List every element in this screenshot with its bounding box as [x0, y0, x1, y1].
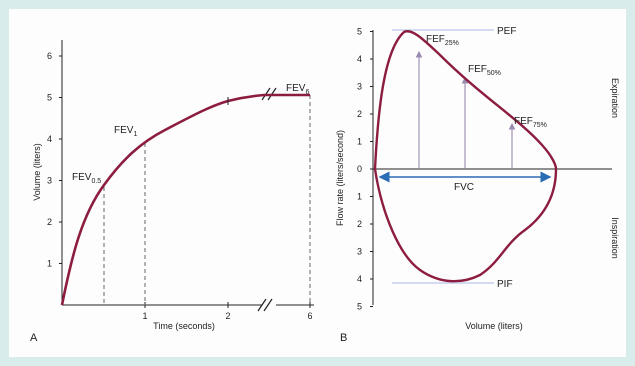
panel-b-y-tick-expiration-label: 1: [357, 137, 362, 147]
panel-b-flow-volume-loop: [373, 30, 558, 283]
panel-b-fvc-label: FVC: [454, 182, 474, 193]
panel-b-pef-label: PEF: [497, 26, 516, 37]
panel-a-x-tick-2: 2: [225, 311, 230, 321]
panel-b-chart: 0 1 2 3 4 5 1 2 3 4 5 PEF PIF FVC FEF25% FEF50% FE…: [335, 26, 620, 344]
panel-b-y-tick-expiration-label: 2: [357, 109, 362, 119]
panel-b-y-tick-inspiration-label: 4: [357, 274, 362, 284]
panel-b-x-label: Volume (liters): [465, 321, 523, 331]
panel-a-y-tick-label: 5: [47, 93, 52, 103]
panel-b-fef25-label: FEF25%: [426, 34, 459, 47]
panel-b-expiration-label: Expiration: [610, 78, 620, 118]
panel-a-x-tick-1: 1: [142, 311, 147, 321]
panel-a-chart: 1 2 3 4 5 6 1 2 6 FEV0.5 FEV1 FEV6 Time (seco…: [30, 40, 314, 344]
panel-b-y-tick-inspiration-label: 2: [357, 219, 362, 229]
panel-a-fev6-label: FEV6: [286, 83, 309, 96]
panel-b-y-tick-zero-label: 0: [357, 164, 362, 174]
panel-a-fev05-label: FEV0.5: [72, 172, 101, 185]
panel-b-letter: B: [340, 332, 347, 344]
panel-b-y-tick-expiration-label: 4: [357, 54, 362, 64]
panel-a-y-tick-label: 4: [47, 134, 52, 144]
panel-a-x-label: Time (seconds): [153, 321, 215, 331]
panel-a-fev1-label: FEV1: [114, 125, 137, 138]
panel-b-y-tick-expiration-label: 5: [357, 27, 362, 37]
panel-a-y-label: Volume (liters): [32, 143, 42, 201]
panel-b-y-tick-inspiration-label: 1: [357, 192, 362, 202]
panel-b-fef75-label: FEF75%: [514, 116, 547, 129]
panel-b-y-tick-inspiration-label: 5: [357, 302, 362, 312]
panel-a-y-tick-label: 6: [47, 51, 52, 61]
panel-a-y-tick-label: 1: [47, 259, 52, 269]
panel-a-letter: A: [30, 332, 38, 344]
panel-a-x-tick-6: 6: [307, 311, 312, 321]
panel-a-axis-break-icon: [257, 298, 273, 312]
panel-a-y-ticks: 1 2 3 4 5 6: [47, 51, 62, 269]
panel-b-y-label: Flow rate (liters/second): [335, 130, 345, 226]
panel-a-y-tick-label: 2: [47, 217, 52, 227]
panel-a-volume-curve: [60, 93, 310, 306]
panel-b-y-tick-inspiration-label: 3: [357, 247, 362, 257]
panel-b-pif-label: PIF: [497, 279, 513, 290]
panel-b-y-ticks: 0 1 2 3 4 5 1 2 3 4 5: [357, 27, 373, 312]
panel-b-inspiration-label: Inspiration: [610, 217, 620, 259]
panel-a-y-tick-label: 3: [47, 176, 52, 186]
panel-b-fef50-label: FEF50%: [468, 64, 501, 77]
panel-b-y-tick-expiration-label: 3: [357, 82, 362, 92]
